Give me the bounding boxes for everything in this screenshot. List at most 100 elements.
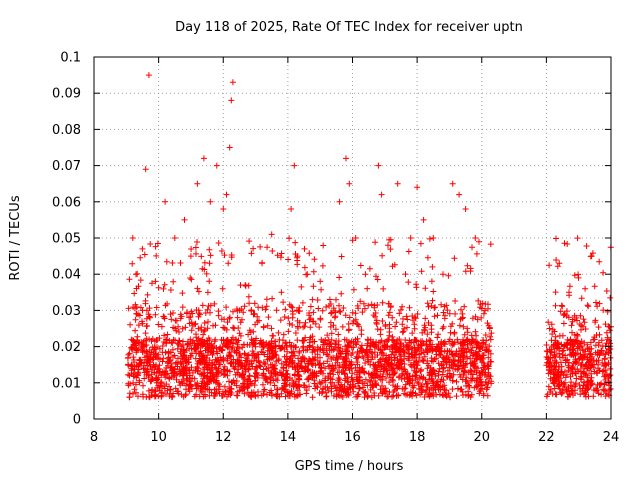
data-point xyxy=(233,382,240,389)
data-point xyxy=(360,355,367,361)
data-point xyxy=(345,352,352,359)
data-point xyxy=(188,308,195,315)
data-point xyxy=(295,381,302,388)
data-point xyxy=(155,321,162,328)
data-point xyxy=(477,379,484,386)
data-point xyxy=(424,380,431,387)
data-point xyxy=(290,352,297,359)
data-point xyxy=(332,326,339,333)
data-point xyxy=(357,298,364,305)
data-point xyxy=(158,323,165,330)
data-point xyxy=(258,341,265,347)
data-point xyxy=(603,288,610,294)
data-point xyxy=(311,256,318,263)
data-point xyxy=(444,307,451,314)
data-point xyxy=(201,320,208,326)
data-point xyxy=(358,327,365,334)
data-point xyxy=(359,365,366,372)
data-point xyxy=(200,339,207,346)
data-point xyxy=(557,375,564,382)
data-point xyxy=(552,302,559,309)
data-point xyxy=(292,239,299,246)
data-point xyxy=(131,290,138,297)
data-point xyxy=(218,356,225,363)
data-point xyxy=(252,378,259,384)
data-point xyxy=(153,304,160,311)
data-point xyxy=(382,357,389,364)
data-point xyxy=(224,319,231,326)
data-point xyxy=(195,307,202,314)
data-point xyxy=(401,366,408,373)
data-point xyxy=(268,340,275,347)
data-point xyxy=(469,344,476,351)
data-point xyxy=(378,191,385,198)
data-point xyxy=(430,358,437,365)
data-point xyxy=(376,362,383,369)
data-point xyxy=(433,391,440,398)
data-point xyxy=(294,337,301,344)
data-point xyxy=(475,297,482,304)
data-point xyxy=(453,393,460,400)
data-point xyxy=(411,382,418,389)
data-point xyxy=(212,336,219,343)
data-point xyxy=(461,303,468,310)
data-point xyxy=(481,362,488,369)
data-point xyxy=(207,377,214,384)
data-point xyxy=(561,342,568,349)
data-point xyxy=(460,352,467,359)
data-point xyxy=(577,312,584,319)
data-point xyxy=(225,260,232,267)
data-point xyxy=(595,324,602,331)
data-point xyxy=(126,276,133,283)
data-point xyxy=(401,325,408,332)
data-point xyxy=(368,301,375,308)
data-point xyxy=(443,387,450,394)
data-point xyxy=(409,313,416,319)
data-point xyxy=(359,368,366,375)
data-point xyxy=(182,392,189,399)
data-point xyxy=(213,162,220,169)
data-point xyxy=(411,321,418,328)
data-point xyxy=(139,320,146,327)
data-point xyxy=(336,274,343,281)
data-point xyxy=(276,393,283,400)
data-point xyxy=(593,385,600,392)
data-point xyxy=(418,268,425,275)
data-point xyxy=(427,337,434,344)
data-point xyxy=(135,322,142,329)
data-point xyxy=(161,332,168,339)
data-point xyxy=(386,355,393,361)
data-point xyxy=(246,238,253,245)
data-point xyxy=(401,390,408,397)
data-point xyxy=(482,379,489,386)
data-point xyxy=(337,309,344,315)
data-point xyxy=(431,313,438,320)
data-point xyxy=(428,302,435,309)
data-point xyxy=(338,353,344,360)
data-point xyxy=(551,363,558,370)
data-point xyxy=(362,271,369,278)
data-point xyxy=(449,377,456,384)
data-point xyxy=(574,332,581,339)
data-point xyxy=(446,359,453,366)
data-point xyxy=(581,378,587,385)
data-point xyxy=(372,310,379,316)
data-point xyxy=(311,380,318,387)
data-point xyxy=(417,367,424,374)
data-point xyxy=(319,307,326,314)
data-point xyxy=(380,285,387,292)
data-point xyxy=(295,325,301,331)
data-point xyxy=(195,325,202,332)
data-point xyxy=(373,273,379,280)
data-point xyxy=(342,356,349,363)
data-point xyxy=(342,343,349,350)
data-point xyxy=(156,368,162,375)
data-point xyxy=(379,252,386,259)
data-point xyxy=(224,393,230,400)
data-point xyxy=(275,329,282,336)
data-point xyxy=(179,290,186,297)
data-point xyxy=(311,348,318,355)
data-point xyxy=(369,354,376,361)
data-point xyxy=(584,302,591,309)
